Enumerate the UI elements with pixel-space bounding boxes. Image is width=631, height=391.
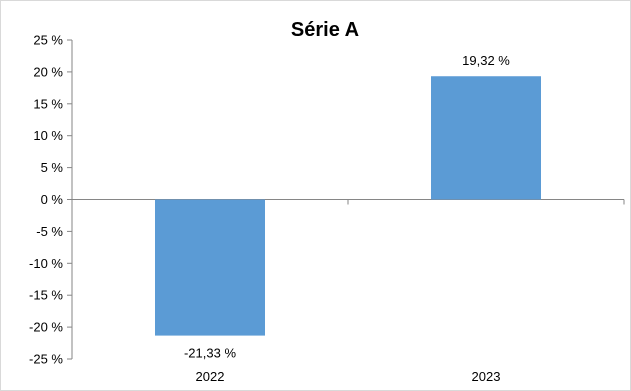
data-label: 19,32 %	[462, 53, 510, 68]
y-tick-label: 20 %	[33, 64, 63, 79]
x-tick-label: 2022	[196, 369, 225, 384]
data-labels: -21,33 % 19,32 %	[184, 53, 510, 360]
y-tick-label: -5 %	[36, 224, 63, 239]
y-axis: 25 % 20 % 15 % 10 % 5 % 0 % -5 % -10 % -15 % -20 …	[29, 33, 73, 367]
y-tick-label: -25 %	[29, 352, 63, 367]
y-tick-label: 5 %	[41, 160, 64, 175]
bars	[155, 76, 541, 336]
y-tick-label: -15 %	[29, 288, 63, 303]
x-axis: 2022 2023	[71, 199, 625, 384]
data-label: -21,33 %	[184, 346, 236, 361]
y-tick-label: -20 %	[29, 320, 63, 335]
y-tick-label: 0 %	[41, 192, 64, 207]
bar	[155, 199, 265, 336]
chart-title: Série A	[291, 19, 359, 41]
x-tick-label: 2023	[472, 369, 501, 384]
y-tick-label: 15 %	[33, 96, 63, 111]
y-tick-label: -10 %	[29, 256, 63, 271]
bar	[431, 76, 541, 200]
y-tick-label: 10 %	[33, 128, 63, 143]
y-tick-label: 25 %	[33, 33, 63, 48]
